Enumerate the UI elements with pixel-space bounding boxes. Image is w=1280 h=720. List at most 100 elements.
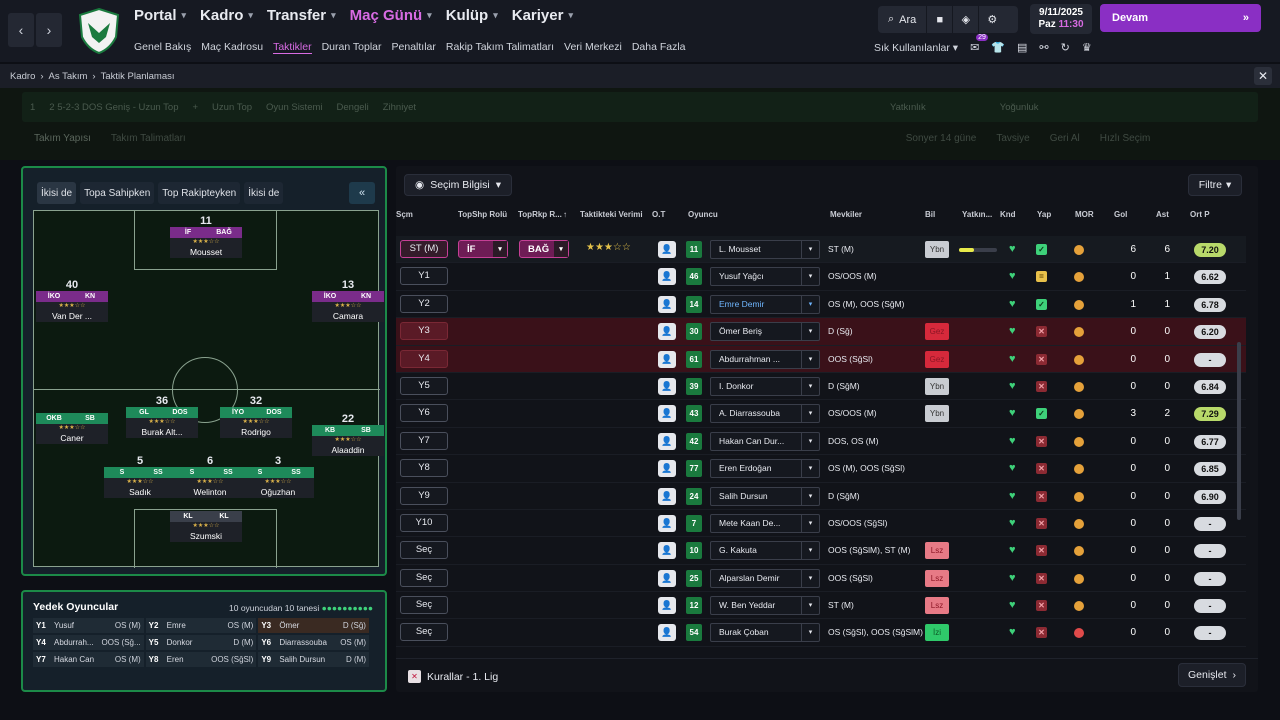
col-assists[interactable]: Ast (1156, 210, 1169, 219)
slot-button[interactable]: Seç (400, 568, 448, 587)
table-row[interactable]: Seç 👤 54 Burak Çoban ▾ OS (SğSl), OOS (SğSlM)… (396, 619, 1246, 647)
club-logo[interactable] (78, 7, 120, 55)
rules-link[interactable]: ✕ Kurallar - 1. Lig (408, 670, 498, 683)
pitch-tab-0[interactable]: İkisi de (37, 182, 77, 204)
add-tactic-button[interactable]: + (192, 101, 199, 113)
player-select[interactable]: Abdurrahman ... ▾ (710, 349, 820, 369)
play-style[interactable]: Uzun Top (212, 101, 253, 113)
date-display[interactable]: 9/11/2025 Paz 11:30 (1030, 4, 1092, 34)
player-profile-icon[interactable]: 👤 (658, 405, 676, 423)
player-card[interactable]: 22 KB SB ★★★☆☆ Alaaddin (312, 413, 384, 456)
bench-item[interactable]: Y9 Salih Dursun D (M) (258, 652, 369, 667)
table-row[interactable]: Seç 👤 12 W. Ben Yeddar ▾ ST (M) Lsz ♥ ✕ 0 0 - (396, 592, 1246, 620)
player-card[interactable]: 32 İYO DOS ★★★☆☆ Rodrigo (220, 395, 292, 438)
col-goals[interactable]: Gol (1114, 210, 1128, 219)
advice-button[interactable]: Tavsiye (996, 132, 1030, 144)
table-row[interactable]: Y6 👤 43 A. Diarrassouba ▾ OS/OOS (M) Ybn ♥ ✓ 3 2 7.… (396, 400, 1246, 428)
mentality-value[interactable]: Dengeli (336, 101, 369, 113)
col-positions[interactable]: Mevkiler (830, 210, 863, 219)
trophy-icon[interactable]: ♛ (1081, 42, 1092, 54)
player-profile-icon[interactable]: 👤 (658, 514, 676, 532)
bench-item[interactable]: Y8 Eren OOS (SğSl) (145, 652, 257, 667)
slot-button[interactable]: Y1 (400, 267, 448, 286)
col-efficiency[interactable]: Taktikteki Verimi (580, 210, 643, 219)
nav-item-0[interactable]: Portal ▾ (134, 7, 186, 24)
player-card[interactable]: 6 S SS ★★★☆☆ Welinton (174, 455, 246, 498)
slot-button[interactable]: Seç (400, 541, 448, 560)
table-row[interactable]: Y4 👤 61 Abdurrahman ... ▾ OOS (SğSl) Gez ♥ ✕ 0 0 - (396, 345, 1246, 373)
pitch-tab-3[interactable]: İkisi de (244, 182, 284, 204)
player-profile-icon[interactable]: 👤 (658, 542, 676, 560)
bench-item[interactable]: Y7 Hakan Can OS (M) (33, 652, 144, 667)
player-select[interactable]: Eren Erdoğan ▾ (710, 459, 820, 479)
nav-item-5[interactable]: Kariyer ▾ (512, 7, 573, 24)
player-card[interactable]: 11 İF BAĞ ★★★☆☆ Mousset (170, 215, 242, 258)
subnav-item-4[interactable]: Penaltılar (391, 41, 436, 53)
player-profile-icon[interactable]: 👤 (658, 432, 676, 450)
subnav-item-0[interactable]: Genel Bakış (134, 41, 192, 53)
scrollbar[interactable] (1237, 342, 1241, 520)
col-player[interactable]: Oyuncu (688, 210, 718, 219)
favorites-dropdown[interactable]: Sık Kullanılanlar ▾ (874, 41, 959, 54)
table-row[interactable]: Y10 👤 7 Mete Kaan De... ▾ OS/OOS (SğSl) ♥ ✕ 0 0 - (396, 510, 1246, 538)
bench-item[interactable]: Y1 Yusuf OS (M) (33, 618, 144, 633)
forward-button[interactable]: › (36, 13, 62, 47)
player-select[interactable]: W. Ben Yeddar ▾ (710, 596, 820, 616)
notifications-icon[interactable]: ✉ 29 (970, 34, 988, 54)
shirt-icon[interactable]: 👕 (991, 42, 1005, 54)
player-profile-icon[interactable]: 👤 (658, 460, 676, 478)
pitch-tab-1[interactable]: Topa Sahipken (80, 182, 155, 204)
col-familiarity[interactable]: Yatkın... (962, 210, 993, 219)
subnav-item-6[interactable]: Veri Merkezi (564, 41, 622, 53)
player-card[interactable]: 3 S SS ★★★☆☆ Oğuzhan (242, 455, 314, 498)
table-row[interactable]: Y5 👤 39 I. Donkor ▾ D (SğM) Ybn ♥ ✕ 0 0 6.84 (396, 373, 1246, 401)
slot-button[interactable]: Y7 (400, 431, 448, 450)
subnav-item-3[interactable]: Duran Toplar (321, 41, 382, 53)
subnav-item-5[interactable]: Rakip Takım Talimatları (445, 41, 555, 53)
player-profile-icon[interactable]: 👤 (658, 377, 676, 395)
table-row[interactable]: Y1 👤 46 Yusuf Yağcı ▾ OS/OOS (M) ♥ = 0 1 6.62 (396, 263, 1246, 291)
back-button[interactable]: ‹ (8, 13, 34, 47)
col-role-with-ball[interactable]: TopShp Rolü (458, 210, 508, 219)
nav-item-1[interactable]: Kadro ▾ (200, 7, 253, 24)
bookmark-icon[interactable]: ■ (927, 6, 954, 33)
slot-button[interactable]: Seç (400, 596, 448, 615)
table-row[interactable]: ST (M) İF ▾ BAĞ ▾ ★★★☆☆ 👤 11 L. Mousset ▾ ST (M) Yb… (396, 236, 1246, 264)
search-button[interactable]: ⌕ Ara (878, 6, 928, 33)
quick-pick-button[interactable]: Hızlı Seçim (1099, 132, 1151, 144)
slot-button[interactable]: Y10 (400, 513, 448, 532)
player-card[interactable]: 40 İKO KN ★★★☆☆ Van Der ... (36, 279, 108, 322)
breadcrumb-item[interactable]: Kadro (10, 70, 36, 82)
player-profile-icon[interactable]: 👤 (658, 241, 676, 258)
nav-item-3[interactable]: Maç Günü ▾ (350, 7, 432, 24)
col-condition[interactable]: Knd (1000, 210, 1016, 219)
table-row[interactable]: Y7 👤 42 Hakan Can Dur... ▾ DOS, OS (M) ♥ ✕ 0 0 6.7… (396, 428, 1246, 456)
nav-item-2[interactable]: Transfer ▾ (267, 7, 336, 24)
player-card[interactable]: 5 S SS ★★★☆☆ Sadık (104, 455, 176, 498)
slot-button[interactable]: Y5 (400, 376, 448, 395)
player-profile-icon[interactable]: 👤 (658, 624, 676, 642)
close-button[interactable]: ✕ (1254, 67, 1272, 85)
table-row[interactable]: Seç 👤 10 G. Kakuta ▾ OOS (SğSlM), ST (M) Lsz ♥ ✕… (396, 537, 1246, 565)
tactic-slot-1[interactable]: 1 (30, 101, 36, 113)
player-select[interactable]: Hakan Can Dur... ▾ (710, 431, 820, 451)
player-select[interactable]: G. Kakuta ▾ (710, 541, 820, 561)
player-select[interactable]: A. Diarrassouba ▾ (710, 404, 820, 424)
player-select[interactable]: I. Donkor ▾ (710, 376, 820, 396)
bench-item[interactable]: Y3 Ömer D (Sğ) (258, 618, 369, 633)
col-ot[interactable]: O.T (652, 210, 666, 219)
player-card[interactable]: 13 İKO KN ★★★☆☆ Camara (312, 279, 384, 322)
player-profile-icon[interactable]: 👤 (658, 350, 676, 368)
col-sharpness[interactable]: Yap (1037, 210, 1052, 219)
player-profile-icon[interactable]: 👤 (658, 597, 676, 615)
player-profile-icon[interactable]: 👤 (658, 487, 676, 505)
slot-button[interactable]: Y6 (400, 404, 448, 423)
slot-button[interactable]: Y4 (400, 349, 448, 368)
player-profile-icon[interactable]: 👤 (658, 295, 676, 313)
role-without-ball-dropdown[interactable]: BAĞ ▾ (519, 240, 569, 258)
selection-info-dropdown[interactable]: ◉ Seçim Bilgisi ▾ (404, 174, 512, 196)
continue-button[interactable]: Devam » (1100, 4, 1261, 32)
undo-button[interactable]: Geri Al (1049, 132, 1080, 144)
tab-team-structure[interactable]: Takım Yapısı (34, 132, 91, 144)
player-profile-icon[interactable]: 👤 (658, 569, 676, 587)
